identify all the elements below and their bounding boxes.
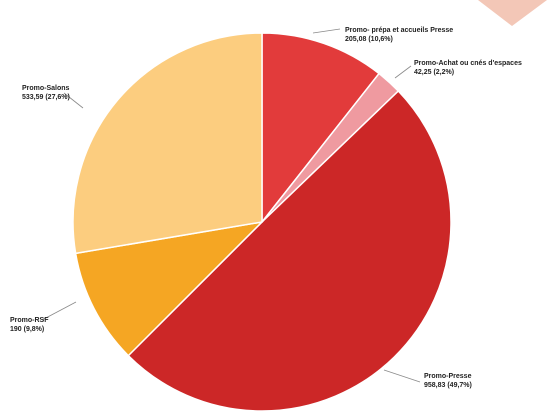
slice-label-name-2: Promo-Achat ou cnés d'espaces (414, 60, 522, 67)
pie-slice-1 (261, 32, 381, 225)
pie-slice-3 (127, 89, 452, 412)
slice-label-value-5: 533,59 (27,6%) (22, 94, 70, 101)
leader-line-5 (63, 92, 84, 109)
slice-label-value-2: 42,25 (2,2%) (414, 69, 454, 76)
slice-label-value-4: 190 (9,8%) (10, 326, 44, 333)
data-labels: Promo- prépa et accueils Presse 205,08 (1… (10, 27, 522, 389)
leader-lines (41, 28, 421, 383)
slice-label-value-3: 958,83 (49,7%) (424, 382, 472, 389)
leader-line-4 (41, 301, 77, 321)
pie-slice-5 (72, 32, 263, 255)
slice-label-name-3: Promo-Presse (424, 373, 472, 380)
slice-label-name-1: Promo- prépa et accueils Presse (345, 27, 453, 34)
leader-line-1 (312, 28, 341, 34)
leader-line-2 (394, 65, 412, 79)
slice-label-value-1: 205,08 (10,6%) (345, 36, 393, 43)
slice-label-name-4: Promo-RSF (10, 317, 49, 324)
corner-decoration (478, 0, 547, 26)
slice-label-name-5: Promo-Salons (22, 85, 70, 92)
leader-line-3 (383, 369, 421, 383)
pie-slice-4 (74, 220, 265, 357)
pie-slices (72, 32, 452, 412)
